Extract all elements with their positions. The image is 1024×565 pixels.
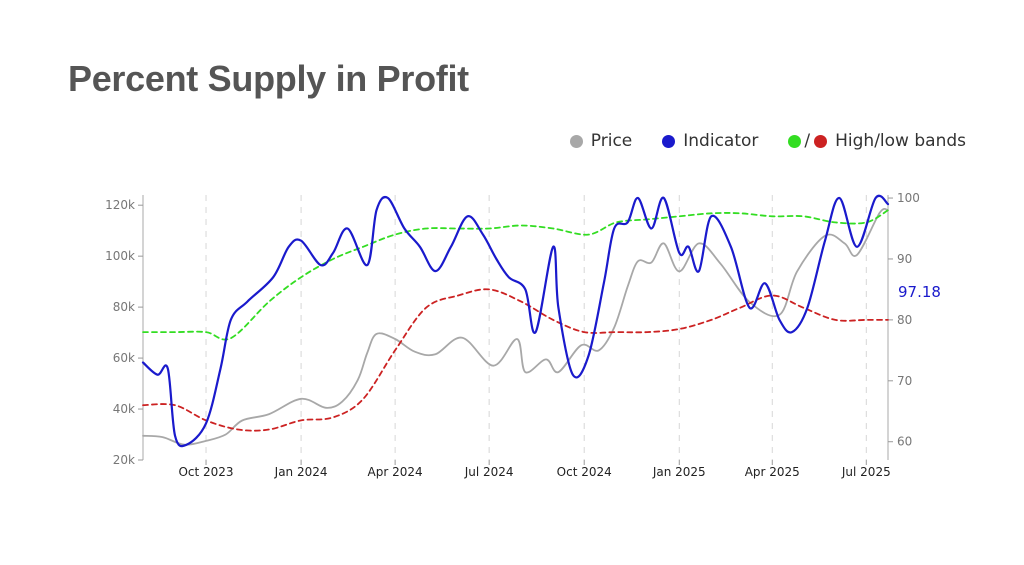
- indicator-line: [141, 194, 890, 448]
- x-tick-label: Jul 2024: [464, 465, 514, 479]
- y-left-tick-label: 60k: [113, 351, 135, 365]
- x-tick-label: Apr 2024: [368, 465, 423, 479]
- x-tick-label: Jan 2024: [274, 465, 328, 479]
- grid-layer: [205, 195, 867, 460]
- low-band-line: [142, 288, 889, 432]
- y-right-tick-label: 80: [897, 313, 912, 327]
- legend-swatch-high-band: [788, 134, 802, 148]
- x-tick-label: Oct 2023: [178, 465, 233, 479]
- x-tick-label: Jan 2025: [652, 465, 706, 479]
- legend-item-price[interactable]: Price: [569, 131, 633, 151]
- series-layer: [141, 194, 890, 448]
- x-tick-label: Apr 2025: [745, 465, 800, 479]
- y-left-tick-label: 100k: [105, 249, 135, 263]
- legend-label-indicator: Indicator: [683, 131, 759, 151]
- y-right-tick-label: 70: [897, 374, 912, 388]
- last-value-label: 97.18: [898, 283, 941, 301]
- y-right-tick-label: 90: [897, 252, 912, 266]
- y-left-tick-label: 20k: [113, 453, 135, 467]
- labels-layer: 97.18: [898, 283, 941, 301]
- legend-swatch-low-band: [814, 134, 828, 148]
- x-tick-label: Jul 2025: [841, 465, 891, 479]
- page-title: Percent Supply in Profit: [68, 58, 469, 99]
- legend-label-price: Price: [590, 131, 633, 151]
- y-left-tick-label: 80k: [113, 300, 135, 314]
- legend-separator: /: [804, 131, 811, 151]
- high-band-line: [142, 209, 889, 341]
- y-left-tick-label: 40k: [113, 402, 135, 416]
- axes-layer: Oct 2023 Jan 2024 Apr 2024 Jul 2024 Oct 2024…: [105, 191, 920, 479]
- legend-label-bands: High/low bands: [835, 131, 966, 151]
- legend-item-bands[interactable]: / High/low bands: [788, 131, 966, 151]
- legend-swatch-indicator: [662, 134, 676, 148]
- price-line: [142, 207, 889, 446]
- y-right-tick-label: 60: [897, 435, 912, 449]
- y-left-tick-label: 120k: [105, 198, 135, 212]
- y-right-tick-label: 100: [897, 191, 920, 205]
- x-tick-label: Oct 2024: [557, 465, 612, 479]
- legend-item-indicator[interactable]: Indicator: [662, 131, 758, 151]
- legend: Price Indicator / High/low bands: [540, 131, 966, 151]
- legend-swatch-price: [569, 134, 583, 148]
